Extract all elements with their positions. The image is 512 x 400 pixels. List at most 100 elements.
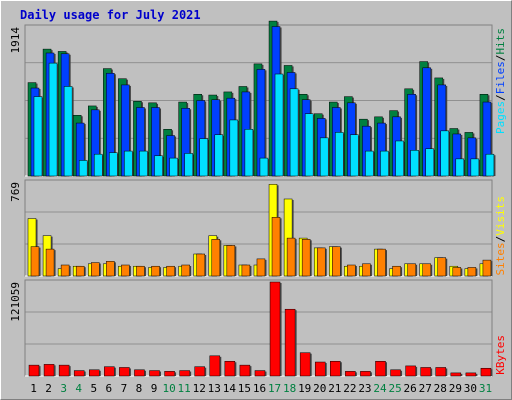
x-tick-label: 29	[449, 382, 462, 395]
bar-pages-shade	[267, 159, 270, 176]
bar-pages	[33, 96, 43, 177]
bar-pages-shade	[87, 161, 89, 176]
bar-kbytes	[360, 371, 371, 377]
x-tick-label: 26	[404, 382, 417, 395]
bar-pages-shade	[117, 153, 119, 176]
bar-kbytes	[420, 367, 431, 377]
bar-kbytes	[375, 360, 386, 377]
x-tick-label: 15	[238, 382, 251, 395]
bar-kbytes-shade	[174, 372, 177, 376]
bar-kbytes	[239, 364, 251, 377]
bar-pages	[319, 137, 329, 177]
bar-kbytes	[209, 355, 221, 377]
bar-kbytes-shade	[370, 372, 372, 376]
bar-kbytes	[43, 364, 55, 377]
bar-sites	[241, 264, 251, 277]
x-tick-label: 31	[479, 382, 492, 395]
bar-kbytes-shade	[325, 363, 327, 376]
x-tick-label: 30	[464, 382, 477, 395]
bar-pages	[304, 113, 314, 177]
bar-sites	[452, 267, 462, 277]
bar-sites-shade	[295, 239, 297, 276]
x-tick-label: 20	[313, 382, 326, 395]
x-tick-label: 18	[283, 382, 296, 395]
bar-kbytes	[405, 365, 416, 377]
bar-pages	[184, 153, 193, 177]
bar-kbytes	[450, 372, 462, 377]
bar-kbytes	[269, 281, 281, 377]
bar-sites	[332, 246, 341, 277]
bar-sites	[136, 265, 145, 277]
bar-pages	[455, 158, 465, 177]
bar-kbytes-shade	[129, 368, 131, 376]
x-tick-label: 7	[121, 382, 128, 395]
bar-sites-shade	[415, 264, 418, 276]
y-max-label-hits-files-pages: 1914	[9, 27, 22, 54]
legend-top-part: Hits	[494, 28, 507, 55]
bar-pages-shade	[478, 159, 481, 176]
bar-sites-shade	[490, 261, 493, 276]
bar-files-shade	[415, 95, 418, 176]
bar-pages	[365, 150, 374, 177]
bar-kbytes-shade	[219, 356, 222, 376]
bar-sites	[211, 239, 221, 277]
bar-pages-shade	[283, 75, 285, 176]
bar-pages-shade	[237, 120, 240, 176]
x-tick-label: 28	[434, 382, 447, 395]
bar-pages	[139, 150, 148, 177]
bar-pages-shade	[192, 154, 195, 176]
bar-kbytes	[465, 372, 477, 377]
x-tick-label: 27	[419, 382, 432, 395]
x-tick-label: 22	[343, 382, 356, 395]
bar-sites	[482, 259, 492, 277]
x-tick-label: 24	[373, 382, 387, 395]
bar-sites-shade	[174, 267, 177, 276]
x-tick-label: 3	[60, 382, 67, 395]
bar-pages-shade	[433, 149, 436, 176]
bar-sites-shade	[460, 268, 463, 276]
bar-kbytes-shade	[159, 371, 162, 376]
bar-pages	[335, 132, 344, 177]
bar-pages	[229, 119, 239, 177]
bar-kbytes	[179, 370, 190, 377]
bar-pages	[395, 140, 404, 177]
bar-pages-shade	[328, 138, 330, 176]
bar-pages-shade	[72, 87, 74, 176]
bar-kbytes-shade	[415, 366, 418, 376]
bar-kbytes	[194, 366, 205, 377]
x-tick-label: 4	[75, 382, 82, 395]
bar-pages-shade	[177, 159, 180, 176]
x-tick-label: 23	[358, 382, 371, 395]
bar-sites	[377, 248, 386, 277]
x-tick-label: 25	[388, 382, 401, 395]
legend-mid-part: /	[494, 236, 507, 243]
x-tick-label: 14	[223, 382, 237, 395]
bar-kbytes-shade	[39, 366, 41, 376]
bar-pages	[169, 157, 178, 177]
bar-sites	[91, 262, 100, 277]
legend-top-part: /	[494, 94, 507, 101]
bar-kbytes	[345, 371, 356, 377]
bar-kbytes	[119, 367, 130, 377]
y-max-label-visits-sites: 769	[9, 182, 22, 202]
x-tick-label: 13	[208, 382, 221, 395]
bar-sites-shade	[69, 265, 71, 276]
bar-sites-shade	[219, 240, 222, 276]
bar-sites	[196, 253, 205, 277]
x-tick-label: 5	[90, 382, 97, 395]
bar-sites	[45, 248, 55, 277]
x-tick-label: 8	[136, 382, 143, 395]
bar-pages	[485, 153, 495, 177]
bar-pages-shade	[448, 131, 451, 176]
bar-sites	[286, 237, 296, 277]
bar-pages	[289, 88, 299, 177]
bar-sites-shade	[370, 264, 372, 276]
panel-kbytes	[24, 279, 493, 377]
bar-files-shade	[114, 74, 116, 176]
bar-pages	[214, 134, 224, 177]
bar-kbytes	[480, 367, 492, 377]
bar-kbytes-shade	[114, 367, 116, 376]
bar-sites-shade	[340, 247, 342, 276]
legend-bottom-part: KBytes	[494, 335, 507, 375]
bar-files-shade	[84, 124, 86, 176]
